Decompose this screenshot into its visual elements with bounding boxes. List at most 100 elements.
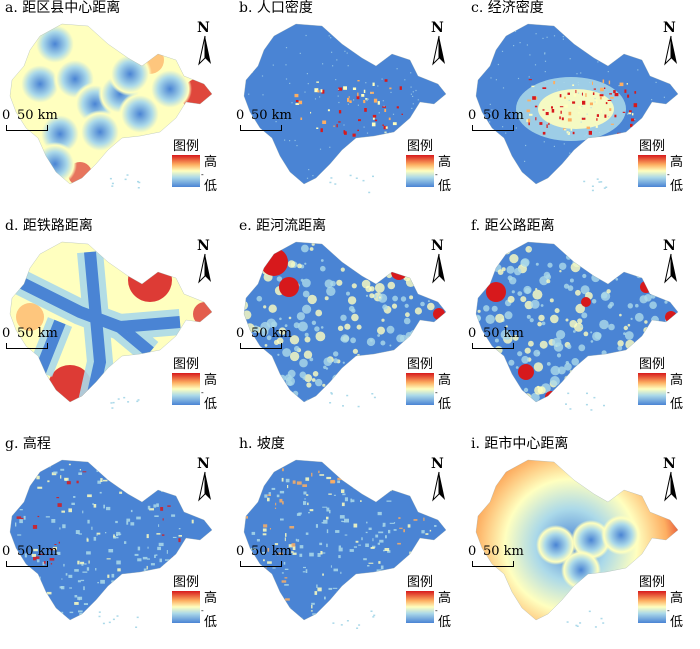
north-arrow: N (192, 238, 218, 288)
scale-line (6, 125, 48, 131)
panel-title: b. 人口密度 (239, 0, 313, 16)
legend-high-label: 高 (670, 155, 684, 170)
map-panel: c. 经济密度 N 0 50 km 图例 高 - 低 (466, 0, 698, 213)
legend-title: 图例 (407, 575, 434, 590)
legend: 图例 高 - 低 (404, 353, 464, 418)
legend-low-label: 低 (438, 615, 452, 630)
legend-low-label: 低 (670, 397, 684, 412)
legend-tick: - (201, 606, 204, 615)
north-label: N (431, 20, 444, 36)
map-islands (329, 174, 374, 194)
legend-low-label: 低 (204, 615, 218, 630)
scale-distance: 50 km (251, 326, 292, 341)
map-islands (98, 611, 139, 628)
scale-zero: 0 (2, 108, 11, 123)
scale-zero: 0 (468, 544, 477, 559)
north-arrow-icon (664, 35, 677, 66)
map-panel: g. 高程 N 0 50 km 图例 高 - 低 (0, 436, 232, 649)
legend-tick: - (435, 170, 438, 179)
panel-title: i. 距市中心距离 (471, 436, 569, 452)
map-panel: e. 距河流距离 N 0 50 km 图例 高 - 低 (234, 218, 466, 431)
scale-line (472, 561, 514, 567)
north-label: N (431, 456, 444, 472)
north-label: N (197, 20, 210, 36)
north-arrow-icon (664, 471, 677, 502)
legend-title: 图例 (407, 139, 434, 154)
legend-high-label: 高 (438, 373, 452, 388)
scale-distance: 50 km (251, 108, 292, 123)
scale-distance: 50 km (17, 108, 58, 123)
legend-high-label: 高 (204, 155, 218, 170)
scale-bar: 0 50 km (468, 108, 538, 132)
north-arrow-icon (432, 35, 445, 66)
north-arrow-icon (432, 471, 445, 502)
panel-title: h. 坡度 (239, 436, 285, 452)
scale-line (6, 343, 48, 349)
north-label: N (197, 238, 210, 254)
map-panel: h. 坡度 N 0 50 km 图例 高 - 低 (234, 436, 466, 649)
north-label: N (431, 238, 444, 254)
legend-title: 图例 (639, 139, 666, 154)
legend-tick: - (667, 388, 670, 397)
scale-zero: 0 (236, 326, 245, 341)
panel-title: e. 距河流距离 (239, 218, 327, 234)
scale-zero: 0 (236, 108, 245, 123)
scale-bar: 0 50 km (2, 108, 72, 132)
scale-distance: 50 km (483, 108, 524, 123)
scale-distance: 50 km (483, 326, 524, 341)
north-arrow: N (658, 456, 684, 506)
north-label: N (197, 456, 210, 472)
legend-color-ramp (638, 591, 666, 623)
north-arrow-icon (198, 471, 211, 502)
legend-title: 图例 (407, 357, 434, 372)
north-arrow: N (426, 20, 452, 70)
legend-color-ramp (172, 373, 200, 405)
scale-bar: 0 50 km (236, 326, 306, 350)
map-panel: b. 人口密度 N 0 50 km 图例 高 - 低 (234, 0, 466, 213)
legend: 图例 高 - 低 (404, 571, 464, 636)
map-islands (110, 396, 140, 409)
scale-distance: 50 km (483, 544, 524, 559)
legend-high-label: 高 (670, 373, 684, 388)
legend-tick: - (435, 388, 438, 397)
scale-distance: 50 km (17, 544, 58, 559)
legend-title: 图例 (173, 575, 200, 590)
legend-tick: - (667, 606, 670, 615)
north-label: N (663, 20, 676, 36)
scale-bar: 0 50 km (2, 544, 72, 568)
legend-low-label: 低 (438, 179, 452, 194)
legend-color-ramp (406, 155, 434, 187)
panel-title: g. 高程 (5, 436, 51, 452)
legend-color-ramp (172, 155, 200, 187)
scale-bar: 0 50 km (2, 326, 72, 350)
scale-zero: 0 (468, 326, 477, 341)
north-arrow-icon (198, 253, 211, 284)
legend-title: 图例 (639, 357, 666, 372)
scale-distance: 50 km (251, 544, 292, 559)
scale-zero: 0 (2, 326, 11, 341)
north-arrow: N (192, 20, 218, 70)
legend-color-ramp (406, 373, 434, 405)
north-arrow-icon (664, 253, 677, 284)
scale-zero: 0 (468, 108, 477, 123)
north-label: N (663, 238, 676, 254)
map-islands (329, 392, 376, 408)
legend-tick: - (667, 170, 670, 179)
north-arrow: N (192, 456, 218, 506)
legend: 图例 高 - 低 (636, 571, 696, 636)
north-arrow: N (426, 238, 452, 288)
scale-zero: 0 (236, 544, 245, 559)
panel-title: a. 距区县中心距离 (5, 0, 121, 16)
legend: 图例 高 - 低 (170, 135, 230, 200)
legend-color-ramp (638, 373, 666, 405)
map-islands (565, 392, 605, 411)
map-islands (109, 174, 141, 189)
scale-zero: 0 (2, 544, 11, 559)
scale-line (472, 343, 514, 349)
map-panel: f. 距公路距离 N 0 50 km 图例 高 - 低 (466, 218, 698, 431)
scale-line (240, 561, 282, 567)
legend-tick: - (435, 606, 438, 615)
legend-low-label: 低 (670, 615, 684, 630)
legend: 图例 高 - 低 (170, 353, 230, 418)
legend: 图例 高 - 低 (404, 135, 464, 200)
